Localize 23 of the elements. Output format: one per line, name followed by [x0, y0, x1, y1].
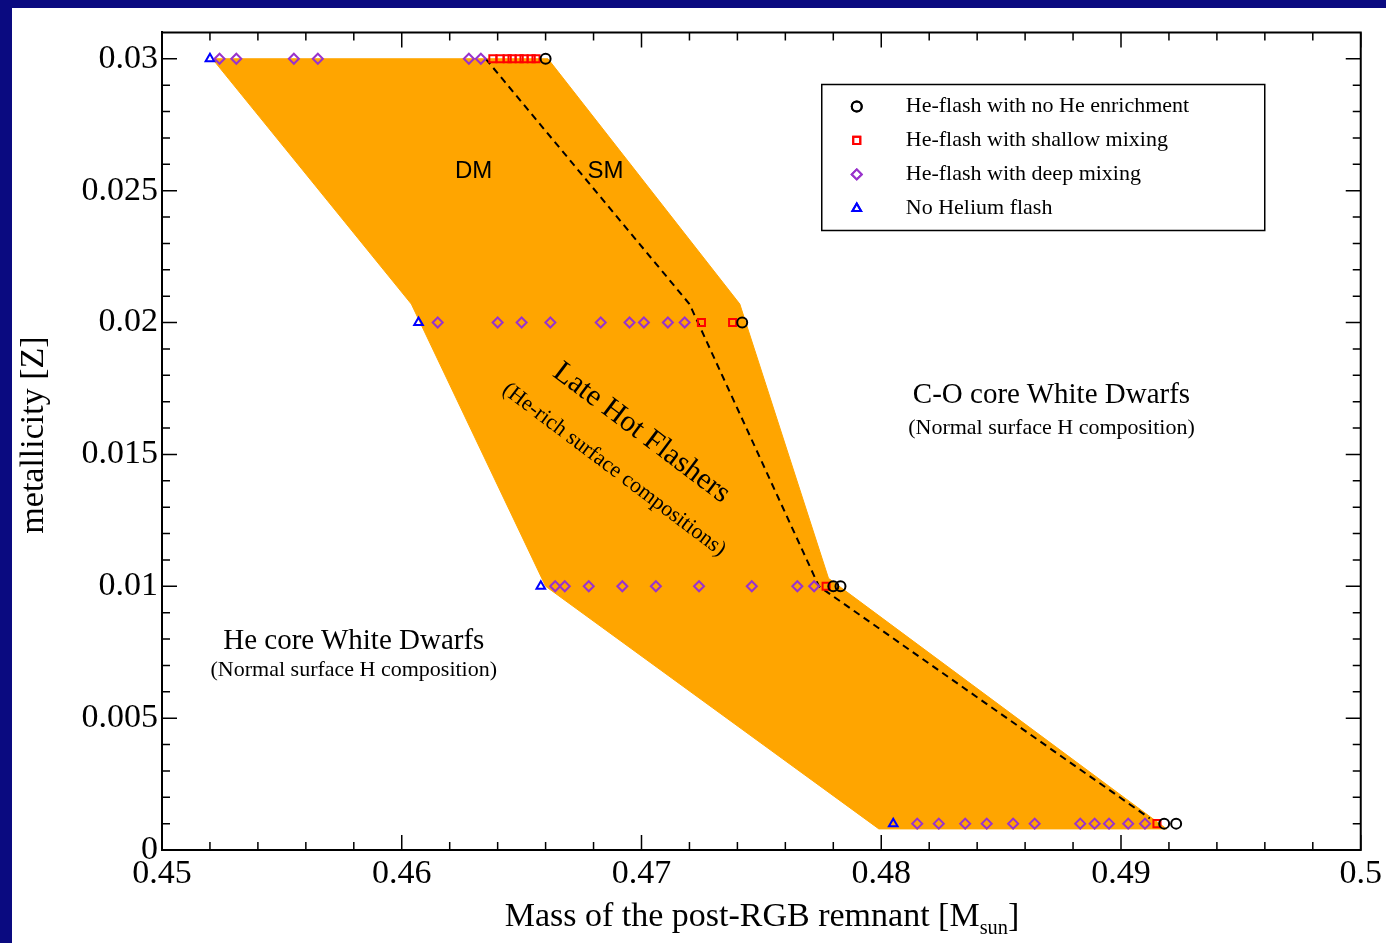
- y-tick-label: 0.03: [98, 37, 158, 75]
- annotation: SM: [587, 156, 624, 184]
- x-tick-label: 0.5: [1339, 853, 1382, 891]
- annotation: (Normal surface H composition): [210, 655, 498, 681]
- x-tick-label: 0.48: [851, 853, 911, 891]
- legend-label: He-flash with shallow mixing: [905, 126, 1168, 152]
- annotation: C-O core White Dwarfs: [912, 377, 1191, 410]
- legend-label: He-flash with deep mixing: [905, 160, 1141, 186]
- x-tick-label: 0.47: [611, 853, 672, 891]
- annotation: DM: [455, 156, 493, 184]
- annotation: He core White Dwarfs: [223, 623, 485, 656]
- y-axis-title: metallicity [Z]: [13, 335, 51, 536]
- legend-label: He-flash with no He enrichment: [905, 92, 1190, 118]
- y-tick-label: 0.015: [81, 433, 158, 471]
- y-tick-label: 0.025: [81, 169, 158, 207]
- y-tick-label: 0.005: [81, 697, 158, 735]
- legend-label: No Helium flash: [905, 194, 1053, 220]
- y-tick-label: 0.02: [98, 301, 158, 339]
- x-tick-label: 0.49: [1091, 853, 1151, 891]
- x-axis-title: Mass of the post-RGB remnant [M$_{sun}$]: [503, 896, 1021, 939]
- y-tick-label: 0.01: [98, 565, 158, 603]
- x-tick-label: 0.46: [372, 853, 432, 891]
- annotation: (Normal surface H composition): [908, 413, 1195, 439]
